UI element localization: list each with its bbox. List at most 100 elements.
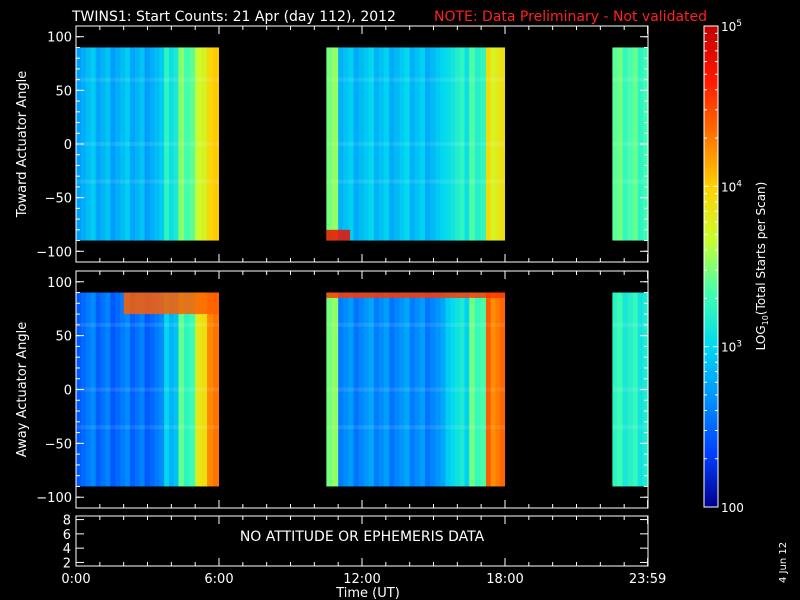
heatmap-cell (144, 47, 151, 241)
heatmap-cell (168, 47, 175, 241)
heatmap-cell (399, 292, 406, 487)
heatmap-cell (459, 47, 466, 241)
angle-band-highlight (612, 387, 648, 392)
y-tick-label: −50 (45, 192, 72, 207)
data-gap (219, 272, 327, 507)
angle-band-highlight (612, 322, 648, 327)
heatmap-cell (464, 292, 470, 487)
heatmap-cell (480, 47, 487, 241)
angle-band-highlight (326, 322, 505, 327)
heatmap-cell (124, 292, 131, 487)
heatmap-cell (159, 292, 165, 487)
heatmap-cell (164, 47, 170, 241)
angle-band-highlight (76, 387, 219, 392)
heatmap-cell (612, 292, 618, 487)
angle-band-highlight (612, 142, 648, 146)
heatmap-cell (85, 47, 92, 241)
heatmap-cell (389, 47, 395, 241)
heatmap-feature (326, 229, 351, 241)
heatmap-cell (110, 47, 116, 241)
colorbar: 100 103 104 105 LOG10(Total Starts per Scan) (703, 19, 770, 515)
heatmap-cell (207, 47, 214, 241)
heatmap-cell (90, 47, 97, 241)
heatmap-cell (168, 292, 175, 487)
y-tick-label: 50 (55, 330, 72, 345)
angle-band-highlight (76, 77, 219, 82)
y-tick-label: 100 (47, 31, 72, 46)
heatmap-cell (495, 292, 501, 487)
heatmap-cell (404, 292, 411, 487)
heatmap-cell (495, 47, 501, 241)
heatmap-cell (134, 47, 141, 241)
heatmap-cell (409, 47, 416, 241)
heatmap-cell (612, 47, 618, 241)
heatmap-cell (490, 47, 497, 241)
heatmap-cell (353, 47, 360, 241)
angle-band-highlight (612, 77, 648, 82)
angle-band-highlight (326, 387, 505, 392)
heatmap-cell (100, 292, 106, 487)
heatmap-cell (100, 47, 106, 241)
heatmap-cell (414, 292, 421, 487)
heatmap-cell (469, 47, 476, 241)
heatmap-cell (379, 47, 385, 241)
y-tick-label: −50 (45, 437, 72, 452)
angle-band-highlight (76, 425, 219, 430)
heatmap-cell (414, 47, 421, 241)
heatmap-cell (95, 292, 102, 487)
heatmap-cell (120, 292, 126, 487)
angle-band-highlight (76, 322, 219, 327)
heatmap-cell (332, 47, 339, 241)
data-gap (219, 27, 327, 261)
heatmap-cell (213, 47, 220, 241)
angle-band-highlight (76, 142, 219, 146)
heatmap-cell (343, 292, 349, 487)
heatmap-cell (363, 47, 370, 241)
date-stamp: 4 Jun 12 (778, 542, 789, 583)
x-axis-label: Time (UT) (335, 586, 400, 600)
heatmap-cell (105, 47, 111, 241)
away-actuator-panel: 100 50 0 −50 −100 Away Actuator Angle (15, 270, 649, 509)
heatmap-cell (338, 47, 344, 241)
y-tick-label: 4 (63, 542, 71, 557)
heatmap-cell (178, 47, 185, 241)
x-tick-label: 6:00 (204, 572, 233, 587)
heatmap-cell (173, 47, 180, 241)
heatmap-cell (201, 292, 208, 487)
heatmap-cell (149, 47, 155, 241)
colorbar-tick-label: 100 (721, 501, 744, 515)
heatmap-cell (440, 47, 447, 241)
x-tick-label: 0:00 (61, 572, 90, 587)
heatmap-cell (379, 292, 385, 487)
heatmap-cell (134, 292, 141, 487)
heatmap-cell (201, 47, 208, 241)
angle-band-highlight (326, 425, 505, 430)
heatmap-cell (164, 292, 170, 487)
heatmap-cell (184, 47, 191, 241)
heatmap-cell (348, 292, 355, 487)
angle-band-highlight (326, 179, 505, 184)
heatmap-cell (326, 292, 333, 487)
y-tick-label: 0 (64, 138, 72, 153)
heatmap-cell (617, 292, 624, 487)
heatmap-cell (154, 292, 160, 487)
heatmap-cell (110, 292, 116, 487)
heatmap-cell (332, 292, 339, 487)
y-tick-label: −100 (36, 491, 72, 506)
y-axis-label: Toward Actuator Angle (15, 71, 30, 218)
heatmap-cell (90, 292, 97, 487)
heatmap-cell (485, 292, 492, 487)
heatmap-cell (95, 47, 102, 241)
heatmap-cell (459, 292, 466, 487)
heatmap-cell (139, 292, 146, 487)
heatmap-cell (454, 292, 461, 487)
heatmap-cell (450, 292, 456, 487)
angle-band-highlight (612, 179, 648, 184)
heatmap-cell (363, 292, 370, 487)
heatmap-cell (338, 292, 344, 487)
y-tick-label: 2 (63, 556, 71, 571)
chart-title: TWINS1: Start Counts: 21 Apr (day 112), … (71, 9, 396, 25)
heatmap-cell (189, 292, 196, 487)
heatmap-cell (373, 292, 380, 487)
